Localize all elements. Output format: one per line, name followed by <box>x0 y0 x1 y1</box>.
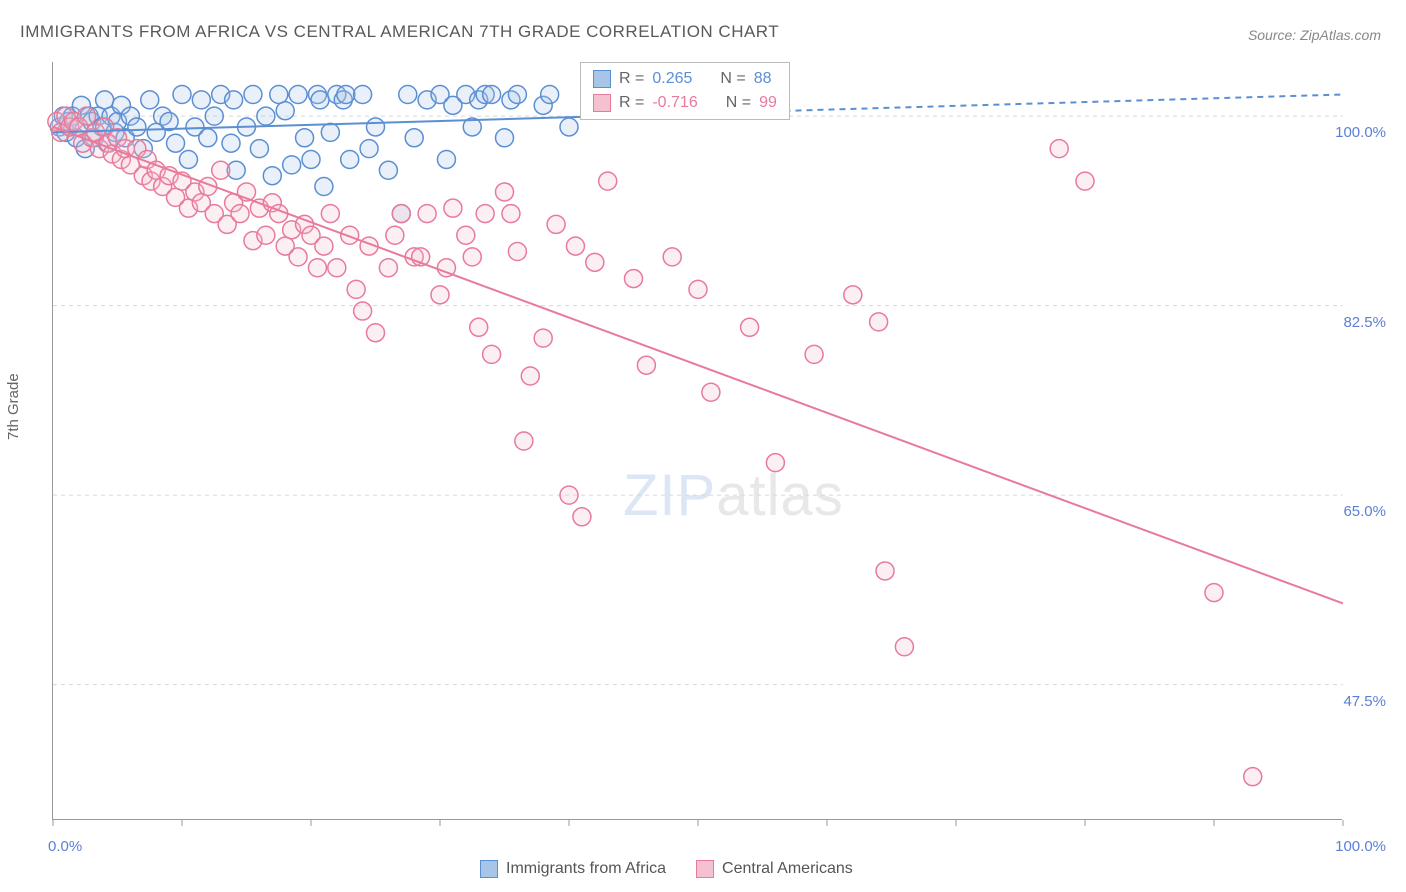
chart-container: IMMIGRANTS FROM AFRICA VS CENTRAL AMERIC… <box>0 0 1406 892</box>
source-label: Source: ZipAtlas.com <box>1248 27 1381 43</box>
stats-swatch-1 <box>593 70 611 88</box>
stats-row-series2: R = -0.716 N = 99 <box>593 91 777 115</box>
r-label-2: R = <box>619 91 644 115</box>
x-tick-min: 0.0% <box>48 838 82 855</box>
legend-item-2: Central Americans <box>696 860 853 878</box>
legend: Immigrants from Africa Central Americans <box>480 860 853 878</box>
n-label-1: N = <box>720 67 745 91</box>
x-tick-max: 100.0% <box>1335 838 1386 855</box>
r-value-1: 0.265 <box>652 67 692 91</box>
y-tick-label: 100.0% <box>1335 124 1386 141</box>
n-label-2: N = <box>726 91 751 115</box>
legend-swatch-1 <box>480 860 498 878</box>
stats-row-series1: R = 0.265 N = 88 <box>593 67 777 91</box>
plot-area: ZIPatlas <box>52 62 1342 820</box>
y-axis-label: 7th Grade <box>5 373 22 440</box>
legend-label-2: Central Americans <box>722 860 853 878</box>
r-label-1: R = <box>619 67 644 91</box>
n-value-2: 99 <box>759 91 777 115</box>
scatter-svg <box>53 62 1342 819</box>
legend-label-1: Immigrants from Africa <box>506 860 666 878</box>
correlation-stats-box: R = 0.265 N = 88 R = -0.716 N = 99 <box>580 62 790 120</box>
n-value-1: 88 <box>754 67 772 91</box>
legend-swatch-2 <box>696 860 714 878</box>
y-tick-label: 65.0% <box>1343 503 1386 520</box>
r-value-2: -0.716 <box>652 91 697 115</box>
y-tick-label: 47.5% <box>1343 693 1386 710</box>
stats-swatch-2 <box>593 94 611 112</box>
legend-item-1: Immigrants from Africa <box>480 860 666 878</box>
chart-title: IMMIGRANTS FROM AFRICA VS CENTRAL AMERIC… <box>20 22 779 42</box>
y-tick-label: 82.5% <box>1343 314 1386 331</box>
